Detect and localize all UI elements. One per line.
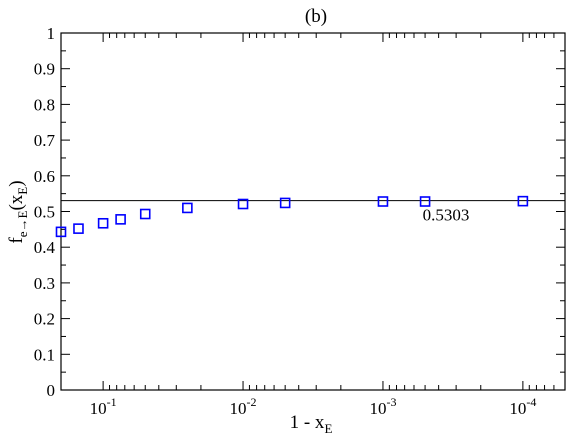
- x-axis-label-sub: E: [324, 421, 332, 436]
- data-point-square: [97, 217, 109, 229]
- y-tick-label: 0.6: [34, 167, 55, 186]
- plot-frame: [60, 32, 566, 391]
- data-point-square: [517, 195, 529, 207]
- y-tick-label: 0.9: [34, 60, 55, 79]
- reference-line-label: 0.5303: [423, 206, 470, 225]
- y-tick-label: 0.4: [34, 238, 56, 257]
- data-point-square: [73, 223, 84, 234]
- x-tick-label: 10-4: [509, 395, 536, 418]
- data-point-square: [55, 226, 67, 238]
- data-point-square: [115, 214, 126, 225]
- y-tick-label: 1: [47, 24, 56, 43]
- data-point-square: [419, 196, 431, 207]
- y-tick-label: 0.2: [34, 310, 55, 329]
- y-tick-label: 0.7: [34, 131, 56, 150]
- axis-tick-labels: 0 0.1 0.2 0.3 0.4 0.5 0.6 0.7 0.8 0.9 1 10-1 10-2 10-…: [34, 24, 537, 418]
- data-point-square: [279, 197, 291, 209]
- y-tick-label: 0.5: [34, 203, 55, 222]
- data-point-square: [139, 208, 151, 220]
- y-axis-label-tail-close: ): [6, 180, 27, 186]
- y-axis-label-sub: e→E: [15, 210, 30, 237]
- x-axis-label-main: 1 - x: [290, 412, 325, 433]
- y-axis-label-tail-open: (x: [6, 194, 27, 210]
- y-axis-label-main: f: [6, 237, 27, 244]
- y-tick-label: 0.8: [34, 95, 55, 114]
- data-point-square: [237, 198, 249, 210]
- data-series: [55, 195, 529, 238]
- x-axis-label: 1 - xE: [290, 412, 333, 436]
- x-tick-label: 10-2: [230, 395, 257, 418]
- y-tick-label: 0: [47, 381, 56, 400]
- y-tick-label: 0.3: [34, 274, 55, 293]
- x-tick-label: 10-3: [369, 395, 396, 418]
- y-tick-label: 0.1: [34, 345, 55, 364]
- y-axis-label-tail-sub: E: [15, 187, 30, 195]
- x-tick-label: 10-1: [90, 395, 117, 418]
- axis-ticks: [60, 32, 566, 391]
- data-point-square: [377, 196, 389, 207]
- y-axis-label: fe→E(xE): [6, 180, 30, 243]
- data-point-square: [182, 202, 193, 214]
- chart-title: (b): [305, 6, 327, 27]
